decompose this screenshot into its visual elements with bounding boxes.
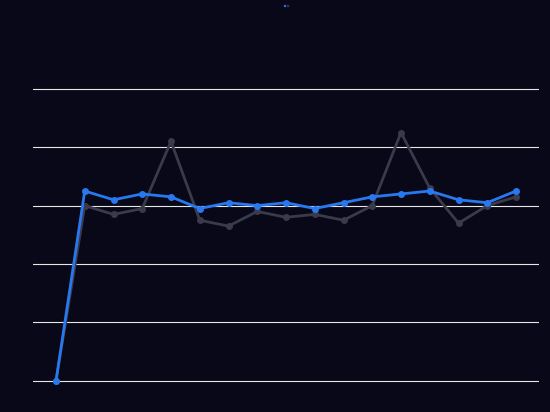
Legend: , : , [283,4,289,6]
